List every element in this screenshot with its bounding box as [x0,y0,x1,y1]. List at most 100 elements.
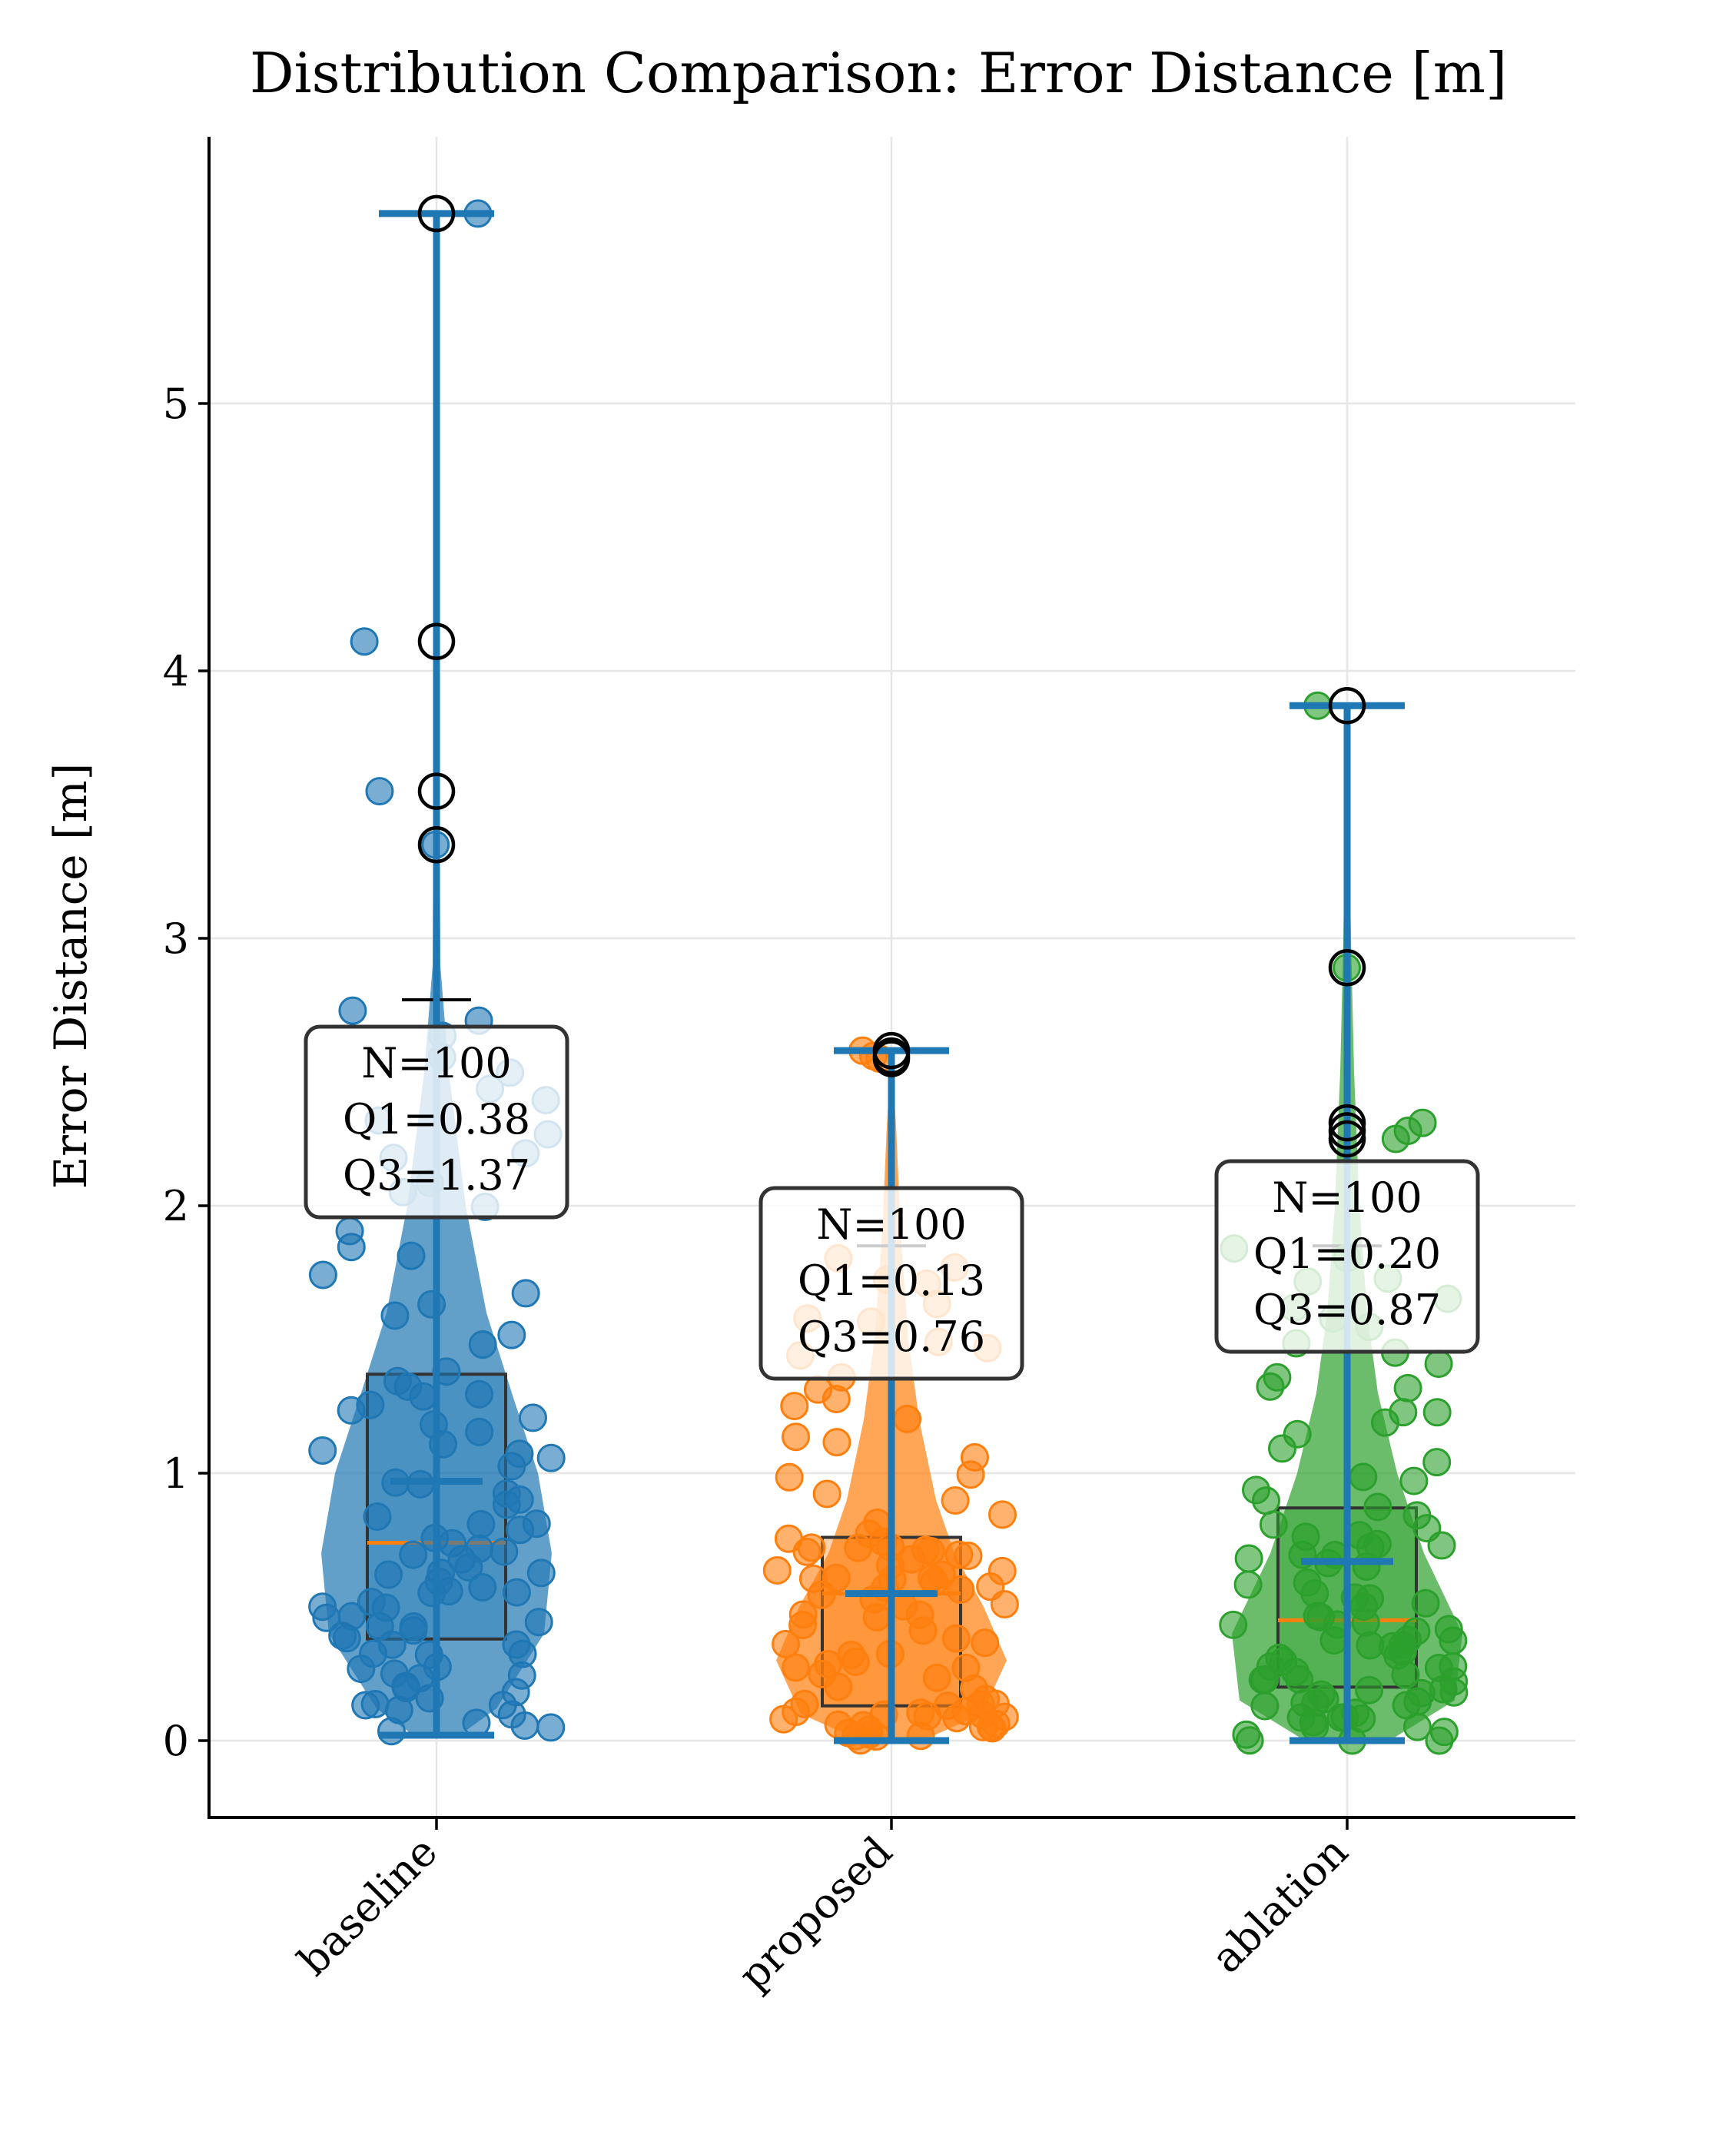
y-tick-label: 2 [163,1182,189,1230]
data-point-proposed [913,1701,942,1731]
data-point-baseline [468,1573,497,1602]
data-point-baseline [380,1659,409,1688]
data-point-ablation [1429,1718,1459,1747]
data-point-ablation [1283,1419,1312,1449]
data-point-baseline [522,1509,551,1539]
data-point-ablation [1355,1675,1384,1704]
annotation-box-ablation [1214,1159,1480,1354]
annotation-text: Q1=0.20 [1253,1230,1441,1278]
data-point-baseline [505,1439,534,1469]
data-point-baseline [308,1592,337,1621]
data-point-proposed [954,1542,983,1571]
data-point-ablation [1356,1584,1385,1613]
data-point-ablation [1389,1398,1418,1427]
data-point-baseline [502,1630,531,1659]
data-point-ablation [1422,1398,1452,1427]
data-point-ablation [1399,1466,1429,1495]
annotation-text: N=100 [361,1039,512,1087]
data-point-ablation [1242,1475,1271,1505]
chart-title: Distribution Comparison: Error Distance … [250,41,1507,105]
y-tick-label: 1 [163,1449,189,1498]
y-tick-label: 0 [163,1717,189,1765]
data-point-ablation [1232,1720,1261,1749]
data-point-baseline [497,1320,526,1349]
data-point-baseline [438,1529,467,1558]
y-tick-label: 3 [163,914,189,963]
data-point-baseline [350,627,379,656]
data-point-proposed [916,1536,945,1565]
data-point-baseline [399,1612,428,1641]
data-point-baseline [365,777,394,806]
data-point-baseline [338,996,367,1025]
data-point-ablation [1363,1492,1392,1522]
data-point-proposed [788,1600,818,1629]
data-point-baseline [308,1260,337,1290]
data-point-baseline [536,1713,566,1742]
data-point-ablation [1233,1570,1263,1599]
outlier-marker-baseline [417,825,456,864]
data-point-ablation [1250,1691,1280,1721]
data-point-proposed [824,1710,853,1739]
data-point-proposed [812,1479,841,1509]
annotation-text: Q1=0.13 [798,1256,985,1305]
data-point-baseline [397,1241,426,1270]
data-point-baseline [465,1534,494,1563]
data-point-baseline [360,1690,390,1719]
data-point-baseline [466,1509,496,1539]
data-point-baseline [511,1279,540,1308]
data-point-ablation [1381,1124,1410,1153]
data-point-baseline [468,1330,497,1359]
data-point-ablation [1402,1617,1431,1646]
y-ticks: 0 1 2 3 4 5 [163,380,209,1765]
data-point-ablation [1402,1501,1432,1530]
outlier-marker-ablation [1328,1112,1366,1150]
data-point-ablation [1219,1610,1248,1639]
y-tick-label: 4 [163,647,189,695]
data-point-proposed [893,1404,922,1433]
data-point-ablation [1291,1522,1320,1552]
data-point-baseline [536,1443,566,1472]
data-point-baseline [374,1560,403,1589]
data-point-baseline [502,1578,531,1607]
data-point-baseline [335,1217,364,1246]
data-point-baseline [363,1502,392,1532]
data-point-baseline [417,1290,446,1319]
outlier-marker-proposed [872,1040,911,1077]
annotation-text: N=100 [1272,1173,1422,1222]
data-point-baseline [526,1558,556,1588]
data-point-proposed [941,1624,971,1653]
data-point-baseline [357,1588,386,1617]
data-point-ablation [1439,1651,1468,1681]
data-point-proposed [822,1428,851,1457]
outlier-marker-ablation [1328,949,1366,987]
data-point-proposed [927,1560,956,1589]
data-point-ablation [1300,1712,1329,1741]
annotation-box-proposed [758,1186,1024,1381]
outlier-marker-baseline [417,194,456,233]
data-point-ablation [1347,1704,1376,1734]
y-tick-label: 5 [163,380,189,428]
outlier-marker-ablation [1328,1120,1366,1158]
data-point-proposed [987,1556,1017,1585]
data-point-baseline [308,1436,337,1465]
data-point-proposed [951,1653,981,1682]
data-point-proposed [762,1555,792,1585]
data-point-ablation [1434,1615,1463,1644]
data-point-proposed [790,1689,819,1718]
data-point-ablation [1234,1544,1263,1573]
data-point-proposed [960,1442,989,1472]
data-point-baseline [524,1608,553,1637]
data-point-proposed [837,1641,866,1670]
data-point-proposed [782,1422,811,1452]
data-point-ablation [1424,1349,1453,1379]
annotation-text: Q3=0.87 [1253,1286,1441,1334]
outlier-marker-baseline [417,772,456,810]
data-point-ablation [1307,1680,1336,1709]
data-point-baseline [383,1366,412,1396]
data-point-ablation [1349,1462,1378,1492]
annotation-text: Q3=1.37 [343,1151,530,1200]
data-point-proposed [775,1462,804,1492]
data-point-proposed [772,1629,801,1658]
data-point-baseline [490,1537,519,1566]
annotation-text: N=100 [816,1200,967,1249]
